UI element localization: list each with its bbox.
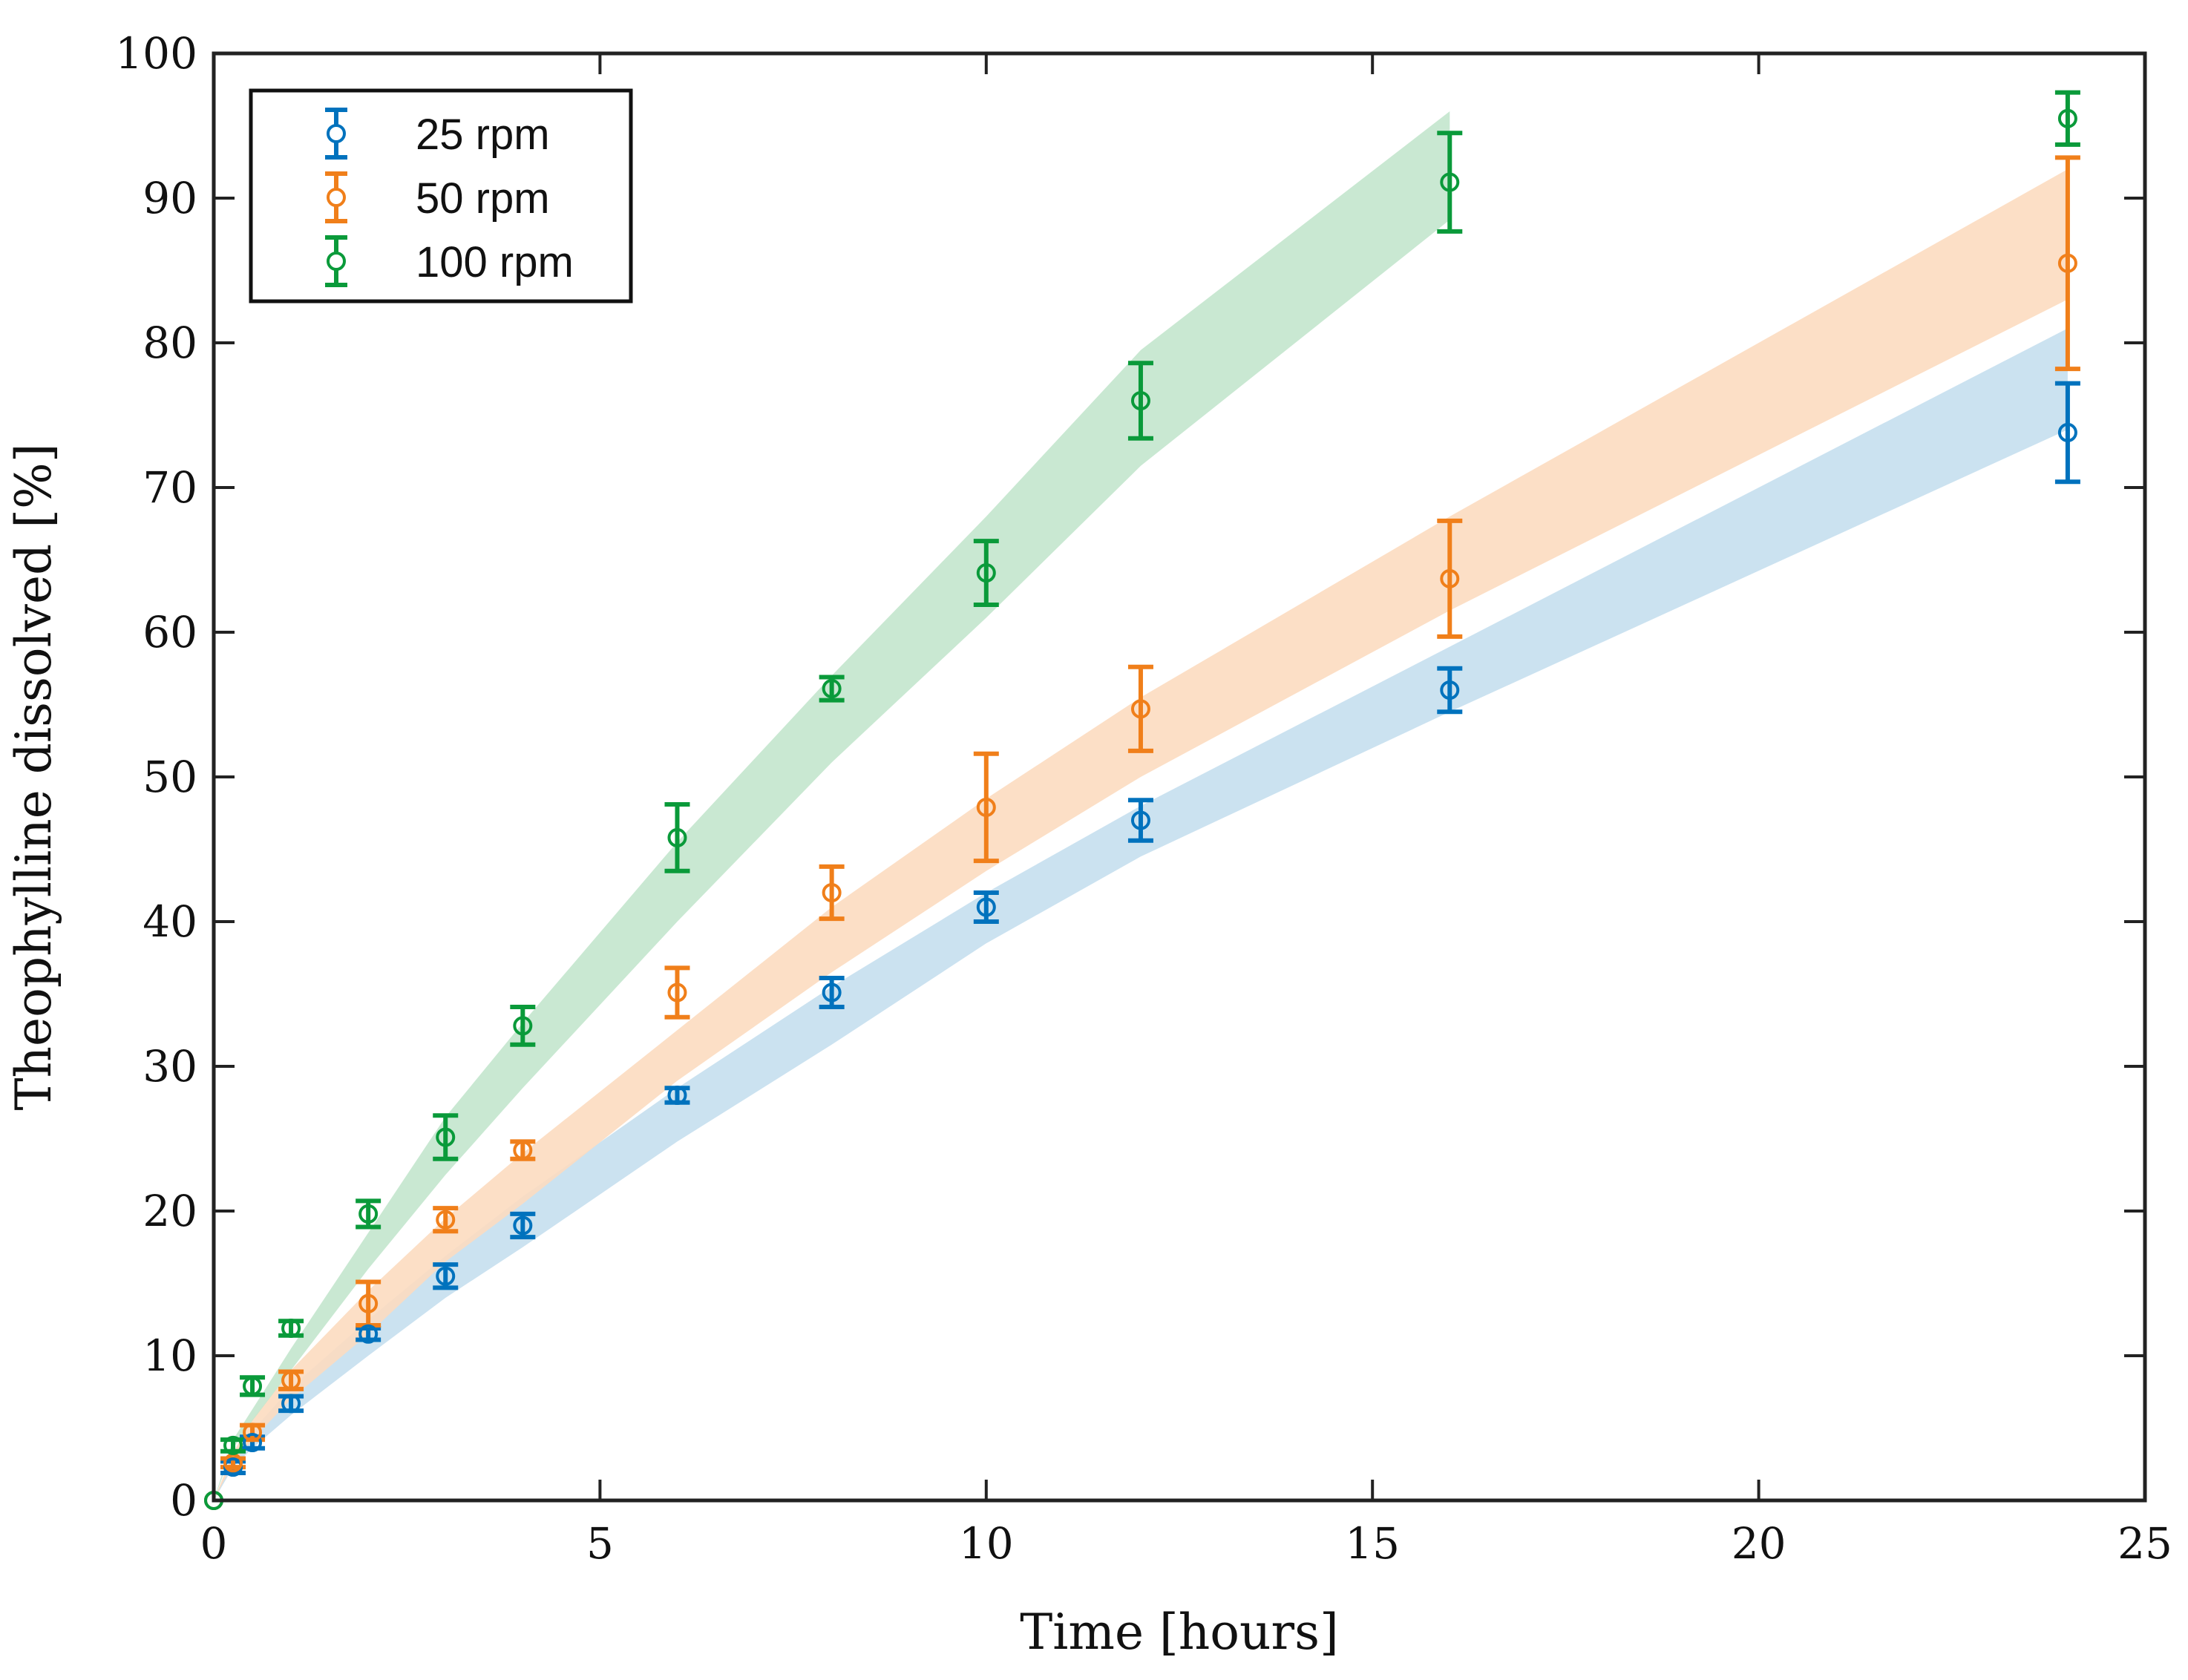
error-bar-s1-p7 <box>664 965 690 1020</box>
y-tick-label-0: 0 <box>170 1475 197 1526</box>
legend-marker-1 <box>325 171 347 223</box>
point-s2-p9 <box>976 563 996 583</box>
point-s0-p10 <box>1130 810 1150 830</box>
point-s0-p12 <box>2057 422 2077 442</box>
x-tick-label-3: 15 <box>1345 1518 1400 1569</box>
point-s2-p1 <box>223 1435 243 1455</box>
point-s0-p2 <box>243 1433 263 1452</box>
x-tick-label-1: 5 <box>586 1518 614 1569</box>
y-tick-label-9: 90 <box>143 173 197 223</box>
point-s1-p3 <box>281 1371 301 1391</box>
y-tick-label-2: 20 <box>143 1186 197 1236</box>
y-axis-title: Theophylline dissolved [%] <box>5 444 62 1111</box>
point-s2-p7 <box>667 827 687 847</box>
error-bar-s0-p4 <box>356 1325 381 1342</box>
y-tick-label-7: 70 <box>143 462 197 513</box>
legend: 25 rpm 50 rpm 100 rpm <box>249 88 633 303</box>
point-s0-p3 <box>281 1394 301 1414</box>
band-series-0 <box>214 328 2068 1500</box>
point-s2-p12 <box>2057 108 2077 128</box>
error-bar-s1-p10 <box>1127 664 1153 753</box>
point-s2-p11 <box>1440 172 1460 192</box>
legend-marker-0 <box>325 108 347 160</box>
point-s2-p10 <box>1130 391 1150 410</box>
point-s2-p3 <box>281 1318 301 1338</box>
error-bar-s1-p12 <box>2054 155 2080 372</box>
point-s1-p5 <box>436 1210 456 1230</box>
point-s0-p8 <box>822 982 842 1003</box>
point-s1-p10 <box>1130 699 1150 719</box>
x-tick-label-5: 25 <box>2117 1518 2172 1569</box>
legend-entry-25rpm: 25 rpm <box>325 108 550 160</box>
legend-box <box>249 88 633 303</box>
x-axis-title: Time [hours] <box>1020 1604 1338 1661</box>
error-bar-s1-p11 <box>1437 518 1463 639</box>
point-s1-p11 <box>1440 568 1460 588</box>
point-s1-p6 <box>513 1141 533 1161</box>
point-s1-p8 <box>822 883 842 902</box>
point-s2-p5 <box>436 1127 456 1147</box>
legend-label-25rpm: 25 rpm <box>416 111 550 159</box>
point-s0-p4 <box>358 1324 379 1344</box>
point-s1-p12 <box>2057 253 2077 273</box>
y-tick-label-6: 60 <box>143 607 197 657</box>
error-bar-s1-p9 <box>973 751 999 864</box>
confidence-bands <box>214 111 2068 1500</box>
x-tick-label-2: 10 <box>959 1518 1014 1569</box>
y-tick-label-3: 30 <box>143 1041 197 1092</box>
y-tick-label-8: 80 <box>143 318 197 368</box>
point-s1-p7 <box>667 982 687 1003</box>
point-s0-p6 <box>513 1215 533 1236</box>
error-bar-s2-p7 <box>664 802 690 873</box>
legend-entry-100rpm: 100 rpm <box>325 235 574 287</box>
error-bar-s2-p5 <box>433 1113 459 1161</box>
point-s0-p7 <box>667 1086 687 1105</box>
point-s2-p2 <box>243 1376 263 1396</box>
y-tick-label-10: 100 <box>115 28 197 79</box>
point-s1-p2 <box>243 1423 263 1443</box>
y-tick-label-5: 50 <box>143 752 197 802</box>
data-markers <box>204 108 2077 1510</box>
point-s0-p5 <box>436 1266 456 1286</box>
error-bar-s2-p1 <box>220 1437 246 1454</box>
point-s0-p9 <box>976 897 996 917</box>
x-tick-label-4: 20 <box>1732 1518 1786 1569</box>
error-bar-s2-p6 <box>510 1005 536 1047</box>
legend-label-100rpm: 100 rpm <box>416 238 574 286</box>
legend-marker-2 <box>325 235 347 287</box>
error-bar-s2-p12 <box>2054 90 2080 147</box>
point-s1-p9 <box>976 797 996 817</box>
band-series-2 <box>214 111 1450 1500</box>
point-s0-p11 <box>1440 680 1460 700</box>
point-s2-p4 <box>358 1204 379 1224</box>
y-axis-ticks: 0 10 20 30 40 50 60 70 80 90 100 <box>115 28 2145 1526</box>
y-tick-label-1: 10 <box>143 1330 197 1381</box>
point-s2-p6 <box>513 1016 533 1036</box>
error-bar-s2-p10 <box>1127 361 1153 441</box>
error-bar-s0-p10 <box>1127 798 1153 843</box>
point-s2-p8 <box>822 679 842 699</box>
y-tick-label-4: 40 <box>143 896 197 947</box>
error-bar-s0-p12 <box>2054 381 2080 485</box>
legend-label-50rpm: 50 rpm <box>416 174 550 223</box>
band-series-1 <box>214 169 2068 1500</box>
error-bar-s2-p11 <box>1437 131 1463 234</box>
error-bar-s0-p11 <box>1437 666 1463 715</box>
error-bar-s1-p8 <box>819 864 845 922</box>
legend-entry-50rpm: 50 rpm <box>325 171 550 223</box>
x-axis-ticks: 0 5 10 15 20 25 <box>200 53 2172 1569</box>
x-tick-label-0: 0 <box>200 1518 228 1569</box>
error-bar-s2-p9 <box>973 539 999 607</box>
point-s1-p4 <box>358 1293 379 1313</box>
